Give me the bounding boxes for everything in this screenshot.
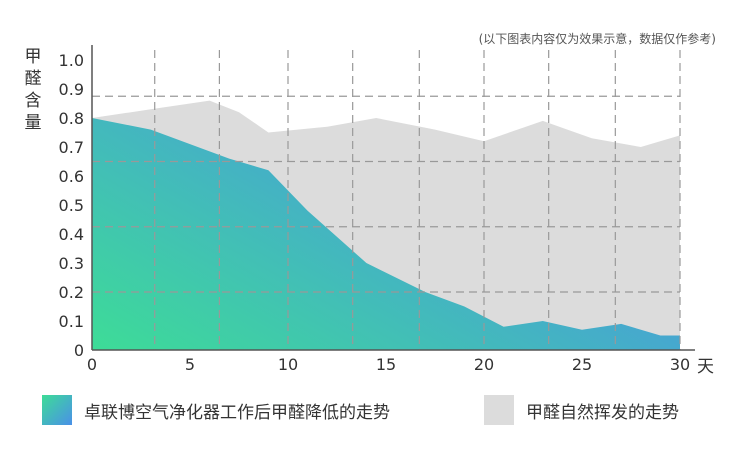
disclaimer-note: (以下图表内容仅为效果示意，数据仅作参考) — [478, 32, 716, 46]
x-tick-label: 5 — [185, 355, 195, 374]
legend-purifier: 卓联博空气净化器工作后甲醛降低的走势 — [42, 395, 390, 425]
y-tick-label: 0 — [74, 341, 84, 360]
legend-natural: 甲醛自然挥发的走势 — [484, 395, 679, 425]
x-tick-label: 10 — [278, 355, 298, 374]
y-tick-label: 0.1 — [59, 312, 84, 331]
y-tick-label: 0.8 — [59, 109, 84, 128]
y-tick-label: 1.0 — [59, 51, 84, 70]
y-tick-label: 0.6 — [59, 167, 84, 186]
x-tick-label: 20 — [474, 355, 494, 374]
x-axis-unit: 天 — [697, 357, 714, 377]
x-tick-label: 0 — [87, 355, 97, 374]
legend-purifier-label: 卓联博空气净化器工作后甲醛降低的走势 — [84, 402, 390, 423]
x-tick-label: 25 — [572, 355, 592, 374]
y-tick-label: 0.7 — [59, 138, 84, 157]
y-tick-label: 0.4 — [59, 225, 84, 244]
y-tick-label: 0.3 — [59, 254, 84, 273]
y-axis-label: 甲醛含量 — [24, 47, 42, 133]
legend-natural-swatch — [484, 395, 514, 425]
y-tick-label: 0.2 — [59, 283, 84, 302]
y-tick-label: 0.5 — [59, 196, 84, 215]
x-tick-label: 30 — [670, 355, 690, 374]
legend-natural-label: 甲醛自然挥发的走势 — [526, 402, 679, 423]
y-tick-label: 0.9 — [59, 80, 84, 99]
legend-purifier-swatch — [42, 395, 72, 425]
x-tick-label: 15 — [376, 355, 396, 374]
